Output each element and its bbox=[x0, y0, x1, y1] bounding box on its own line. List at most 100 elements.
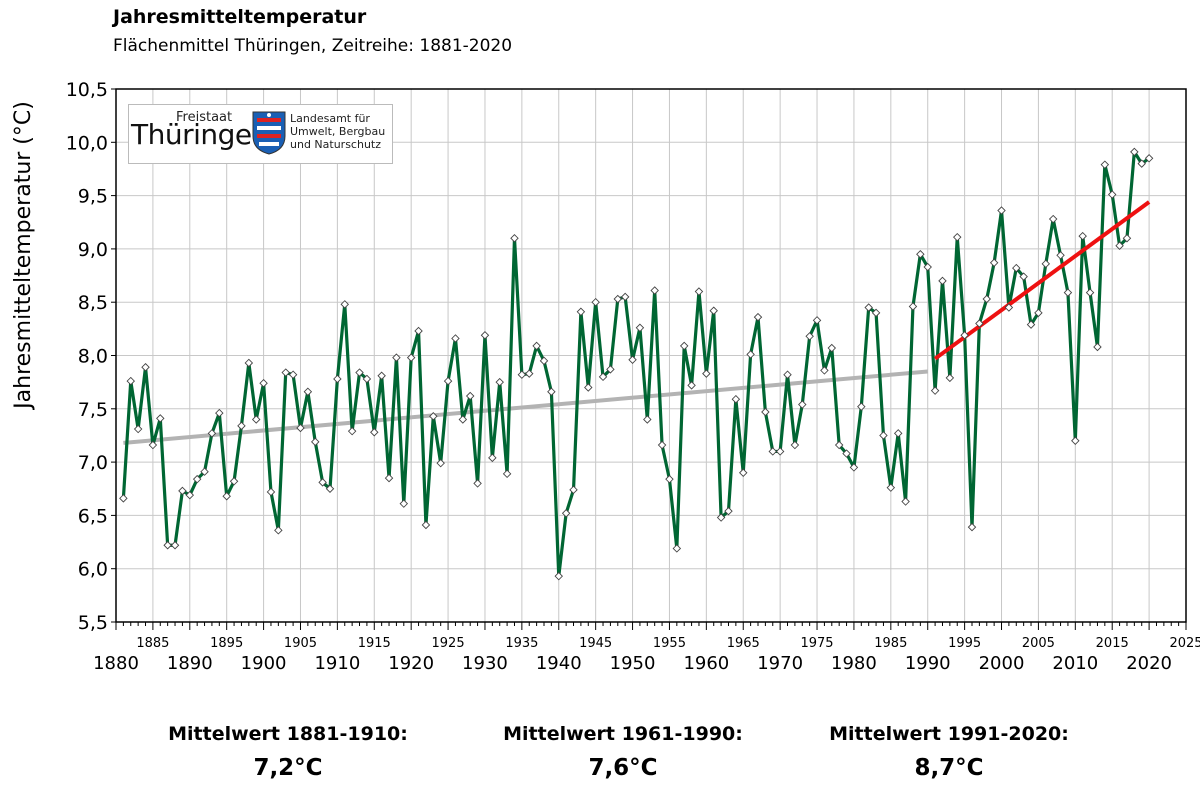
data-point bbox=[473, 479, 482, 488]
data-point bbox=[554, 571, 563, 581]
data-point bbox=[465, 391, 475, 401]
data-point bbox=[510, 234, 519, 243]
data-point bbox=[672, 544, 682, 553]
y-tick-label: 5,5 bbox=[78, 612, 108, 634]
data-point bbox=[650, 286, 659, 295]
data-point bbox=[377, 371, 386, 380]
x-tick-label: 1960 bbox=[683, 653, 729, 674]
data-point bbox=[923, 262, 932, 272]
data-point bbox=[1019, 272, 1028, 281]
data-point bbox=[761, 407, 770, 417]
data-point bbox=[399, 499, 409, 508]
data-point bbox=[480, 331, 490, 340]
x-tick-minor-label: 2015 bbox=[1096, 636, 1129, 651]
data-point bbox=[753, 312, 763, 322]
y-tick-label: 7,5 bbox=[78, 399, 108, 421]
data-point bbox=[406, 353, 416, 362]
data-point bbox=[798, 400, 807, 409]
data-point bbox=[584, 383, 593, 392]
data-point bbox=[834, 440, 844, 450]
data-point bbox=[790, 440, 800, 450]
data-point bbox=[532, 341, 541, 351]
data-point bbox=[547, 387, 556, 396]
data-point bbox=[1115, 241, 1124, 250]
mean-block-1991-2020: Mittelwert 1991-2020: 8,7°C bbox=[784, 723, 1114, 781]
data-point bbox=[347, 426, 357, 436]
data-point bbox=[960, 331, 969, 340]
y-tick-label: 9,5 bbox=[78, 186, 108, 208]
data-point bbox=[746, 350, 755, 359]
data-point bbox=[1048, 214, 1058, 224]
data-point bbox=[879, 431, 888, 440]
data-point bbox=[1085, 288, 1095, 297]
x-tick-label: 2000 bbox=[979, 653, 1025, 674]
data-point bbox=[1137, 159, 1146, 168]
mean-block-1881-1910: Mittelwert 1881-1910: 7,2°C bbox=[123, 723, 453, 781]
mean-label: Mittelwert 1961-1990: bbox=[503, 723, 743, 745]
trend-line-1991-2020 bbox=[933, 200, 1151, 361]
x-tick-label: 1910 bbox=[314, 653, 360, 674]
data-point bbox=[1144, 154, 1154, 163]
data-point bbox=[392, 353, 401, 362]
logo-name-text: Thüringen bbox=[131, 118, 269, 151]
data-point bbox=[207, 429, 217, 438]
data-point bbox=[731, 394, 741, 404]
data-point bbox=[141, 362, 150, 372]
data-point bbox=[620, 292, 630, 302]
data-point bbox=[1107, 190, 1117, 199]
data-point bbox=[783, 370, 792, 379]
data-point bbox=[1004, 303, 1014, 312]
data-point bbox=[716, 513, 726, 522]
data-point bbox=[628, 355, 637, 365]
data-point bbox=[768, 447, 777, 456]
y-tick-label: 9,0 bbox=[78, 239, 108, 261]
data-point bbox=[281, 368, 290, 377]
plot-frame bbox=[115, 88, 1187, 623]
data-point bbox=[421, 520, 431, 530]
data-point bbox=[303, 387, 313, 396]
x-tick-label: 1890 bbox=[167, 653, 213, 674]
data-point bbox=[119, 494, 128, 503]
data-point bbox=[185, 490, 195, 500]
x-tick-label: 1930 bbox=[462, 653, 508, 674]
data-point bbox=[384, 473, 394, 483]
data-point bbox=[340, 300, 349, 309]
data-point bbox=[561, 509, 571, 518]
data-point bbox=[1012, 263, 1021, 273]
data-point bbox=[311, 437, 320, 447]
data-point bbox=[488, 453, 497, 463]
x-tick-label: 1940 bbox=[536, 653, 582, 674]
x-tick-minor-label: 1895 bbox=[210, 636, 243, 651]
data-point bbox=[495, 377, 504, 387]
data-point bbox=[215, 408, 224, 418]
x-tick-minor-label: 1925 bbox=[432, 636, 465, 651]
mean-value: 7,2°C bbox=[253, 755, 323, 781]
mean-label: Mittelwert 1881-1910: bbox=[168, 723, 408, 745]
data-point bbox=[436, 458, 445, 468]
x-tick-label: 1970 bbox=[757, 653, 803, 674]
y-tick-label: 7,0 bbox=[78, 452, 108, 474]
data-point bbox=[739, 468, 748, 477]
data-point bbox=[724, 506, 733, 516]
data-point bbox=[200, 467, 209, 476]
data-point bbox=[370, 428, 379, 437]
temperature-series-line bbox=[121, 150, 1151, 578]
data-point bbox=[930, 386, 940, 395]
data-point bbox=[812, 316, 822, 325]
y-axis-label: Jahresmitteltemperatur (°C) bbox=[11, 101, 36, 411]
axis-layer bbox=[111, 88, 1187, 630]
data-point bbox=[989, 258, 999, 267]
data-point bbox=[355, 368, 364, 377]
data-point bbox=[657, 440, 667, 450]
data-point bbox=[1122, 234, 1132, 243]
data-point bbox=[458, 415, 468, 424]
data-point bbox=[886, 483, 896, 492]
x-tick-minor-label: 1995 bbox=[948, 636, 981, 651]
data-point bbox=[325, 484, 335, 493]
mean-value: 8,7°C bbox=[914, 755, 984, 781]
data-point bbox=[192, 474, 202, 484]
data-point bbox=[178, 486, 187, 496]
trend-line-1881-1990 bbox=[123, 369, 928, 445]
data-point bbox=[1130, 147, 1139, 157]
data-point bbox=[606, 365, 615, 374]
